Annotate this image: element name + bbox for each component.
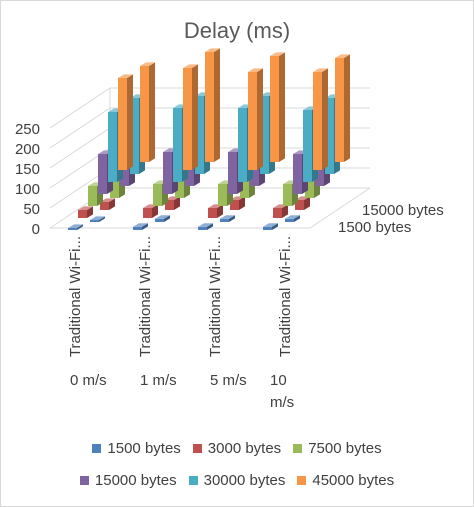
bar-3000-bytes-0-m-s [78,206,93,218]
bar-1500-bytes-0-m-s [90,216,105,222]
y-tick-label: 200 [15,141,40,158]
bar-3000-bytes-10-m-s [273,204,288,218]
legend-item: 3000 bytes [192,440,282,457]
legend-swatch [297,475,307,485]
legend-row-2: 15000 bytes 30000 bytes 45000 bytes [0,472,474,489]
bar-3000-bytes-5-m-s [208,204,223,218]
bar-45000-bytes-5-m-s [270,52,285,162]
x-sub-label: Traditional Wi-Fi... [277,236,294,357]
legend-swatch [293,443,303,453]
bars [68,48,350,230]
x-sub-label: Traditional Wi-Fi... [207,236,224,357]
depth-label: 15000 bytes [362,202,444,219]
y-tick-label: 100 [15,181,40,198]
bar-1500-bytes-10-m-s [263,223,278,230]
x-category-label: 5 m/s [210,372,247,389]
y-tick-label: 0 [32,221,40,238]
bar-45000-bytes-1-m-s [205,48,220,162]
y-axis: 0 50 100 150 200 250 [15,121,40,238]
x-sub-label: Traditional Wi-Fi... [67,236,84,357]
bar-45000-bytes-10-m-s [313,68,328,170]
bar-45000-bytes-10-m-s [335,54,350,162]
legend-label: 30000 bytes [203,472,286,489]
bar-45000-bytes-0-m-s [118,74,133,170]
legend-label: 15000 bytes [94,472,177,489]
legend-label: 3000 bytes [207,440,282,457]
legend-item: 1500 bytes [92,440,181,457]
x-sub-label: Traditional Wi-Fi... [137,236,154,357]
chart-title: Delay (ms) [183,18,291,43]
bar-45000-bytes-0-m-s [140,62,155,162]
x-category-label: 1 m/s [140,372,177,389]
legend-label: 45000 bytes [312,472,395,489]
x-category-label: 10 m/s [270,372,295,411]
y-tick-label: 150 [15,161,40,178]
bar-1500-bytes-5-m-s [198,223,213,230]
bar-1500-bytes-10-m-s [285,215,300,222]
depth-label: 1500 bytes [338,219,411,236]
bar-1500-bytes-0-m-s [68,224,83,230]
legend-item: 45000 bytes [297,472,394,489]
bar-45000-bytes-1-m-s [183,64,198,170]
legend-label: 1500 bytes [107,440,181,457]
legend-row-1: 1500 bytes 3000 bytes 7500 bytes [0,440,474,457]
legend-item: 15000 bytes [79,472,177,489]
legend-swatch [188,475,198,485]
y-tick-label: 250 [15,121,40,138]
bar-1500-bytes-1-m-s [133,223,148,230]
legend-swatch [92,443,102,453]
legend-label: 7500 bytes [308,440,382,457]
bar-1500-bytes-1-m-s [155,215,170,222]
legend-swatch [79,475,89,485]
bar-3000-bytes-1-m-s [143,204,158,218]
x-category-label: 0 m/s [70,372,107,389]
bar-45000-bytes-5-m-s [248,68,263,170]
bar-3000-bytes-0-m-s [100,198,115,210]
legend-item: 7500 bytes [293,440,382,457]
y-tick-label: 50 [23,201,40,218]
legend-swatch [192,443,202,453]
legend-item: 30000 bytes [188,472,286,489]
bar-1500-bytes-5-m-s [220,215,235,222]
